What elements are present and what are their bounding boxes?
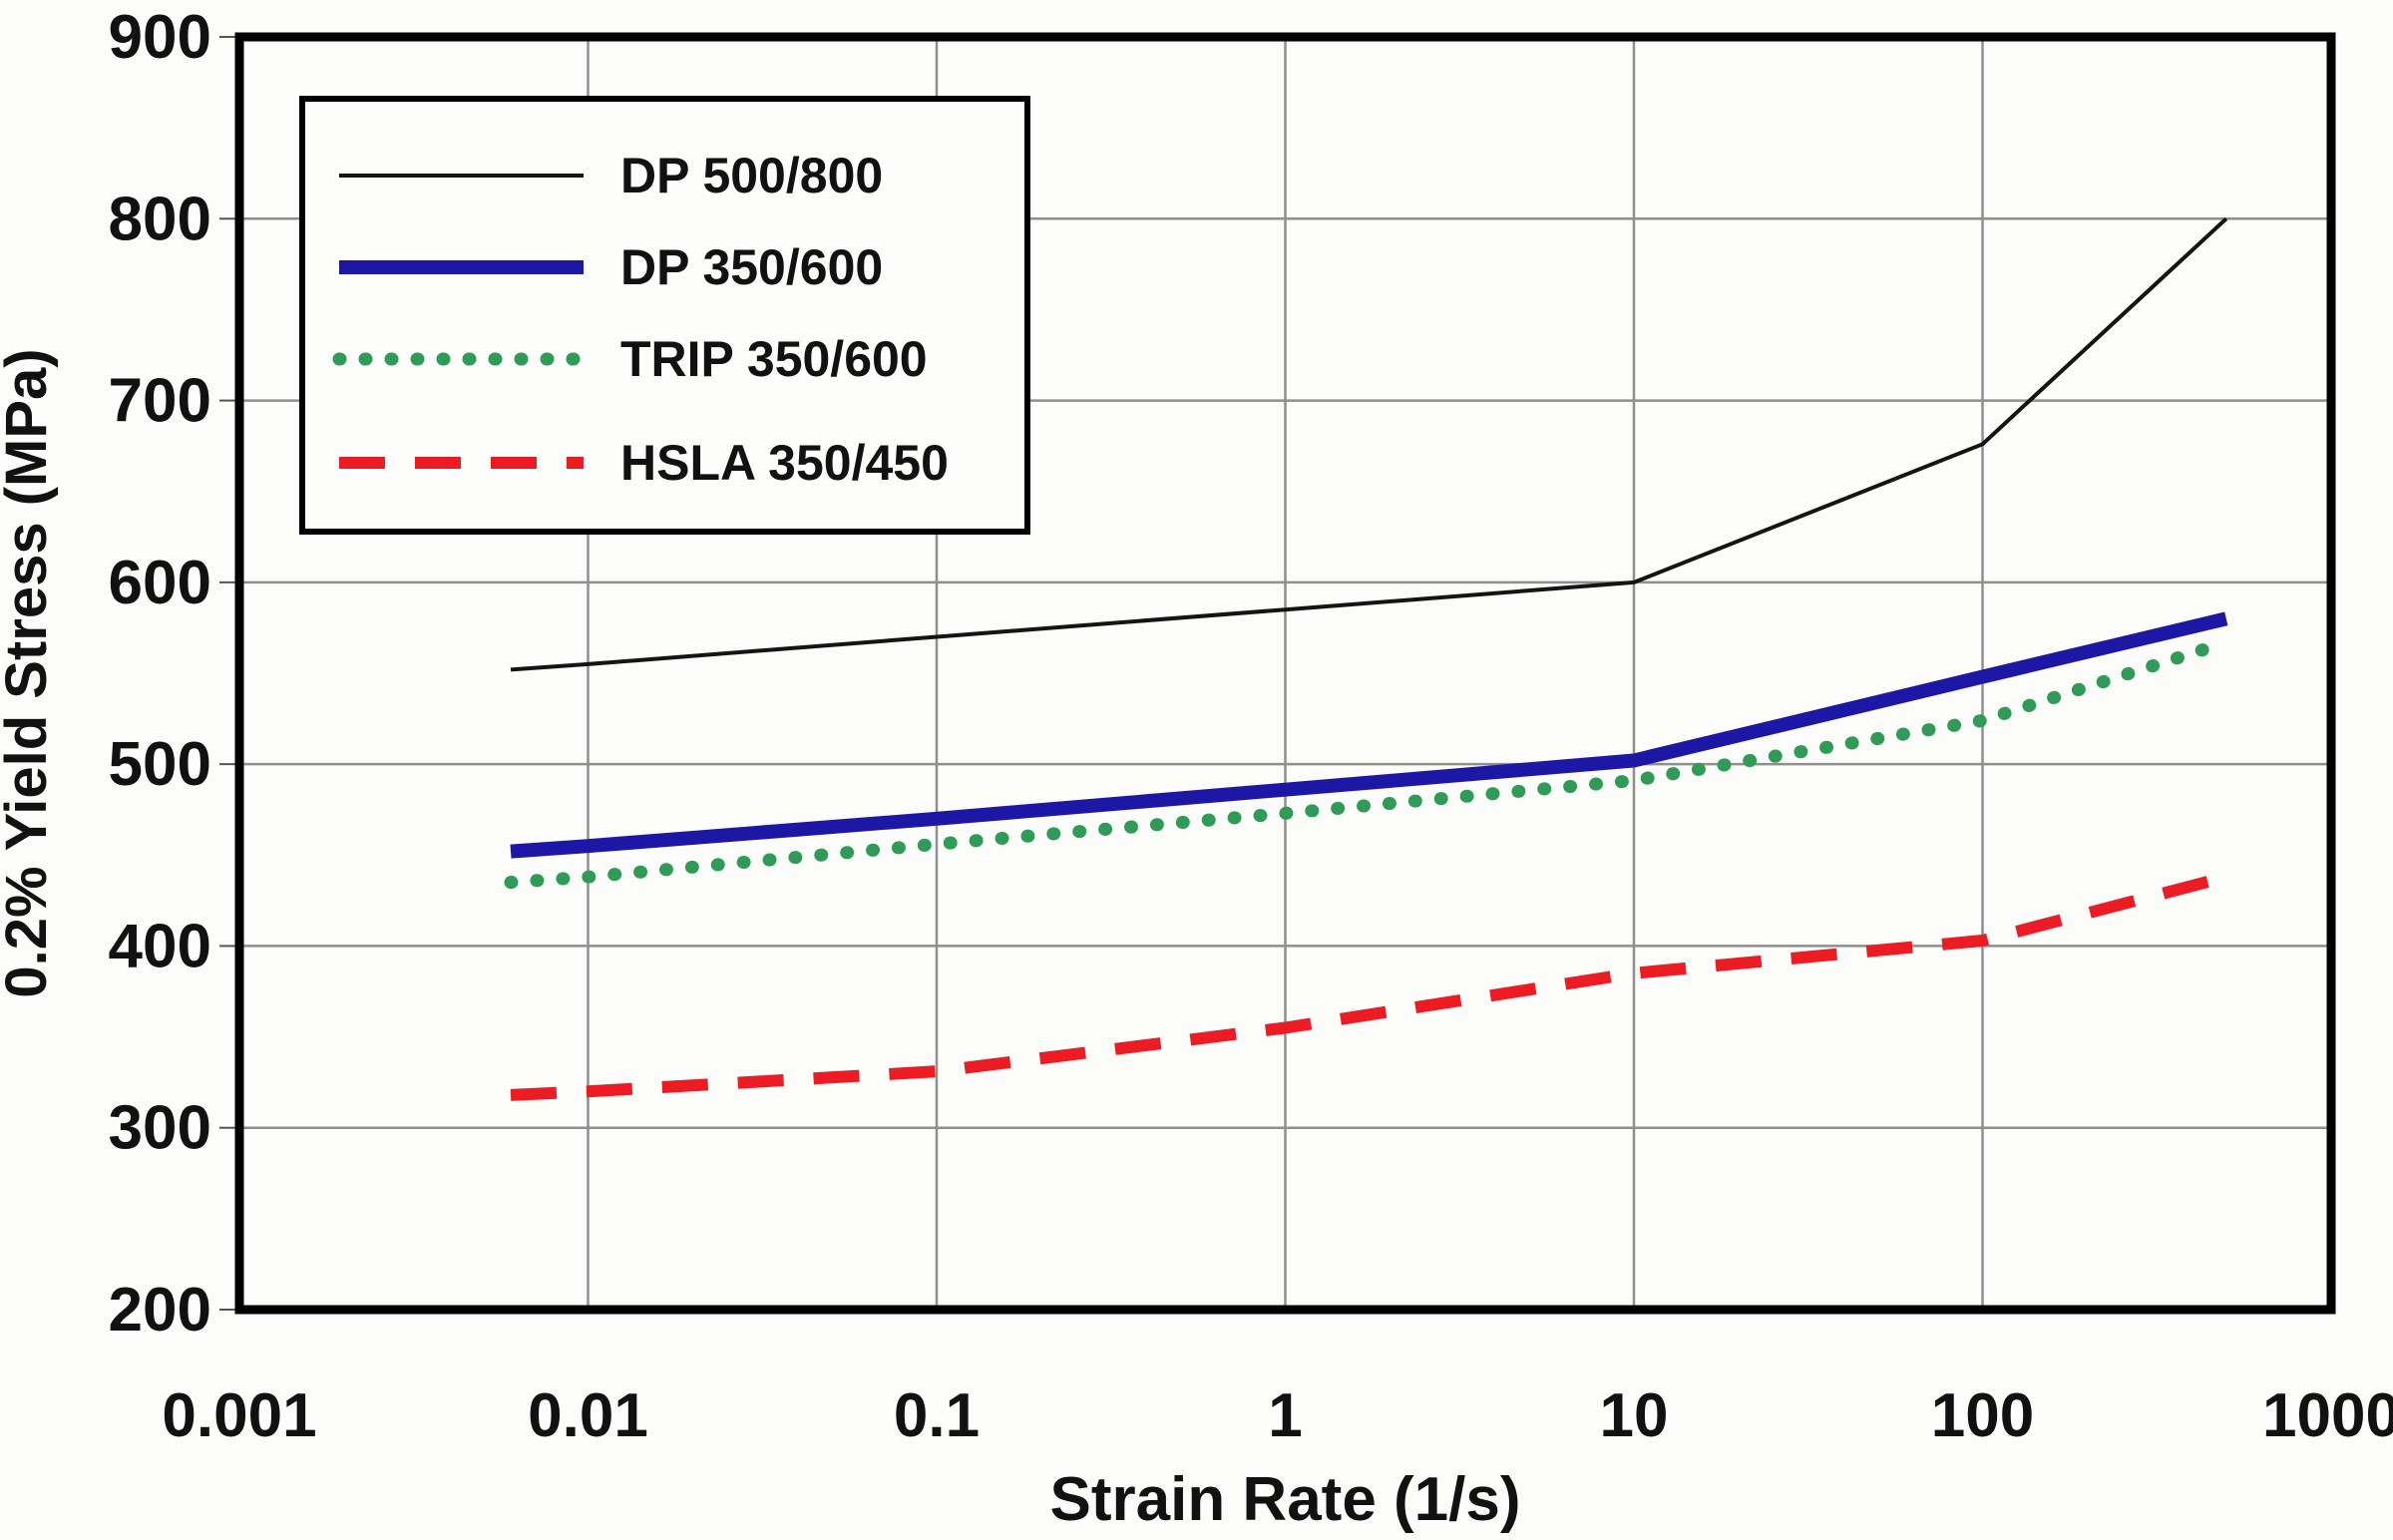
x-axis-title: Strain Rate (1/s) [1049, 1465, 1520, 1534]
series-line-dp-350-600 [510, 611, 2228, 859]
y-tick-label: 400 [109, 912, 211, 980]
x-tick-label: 0.1 [894, 1381, 980, 1450]
x-tick-label: 0.001 [162, 1381, 316, 1450]
x-tick-label: 100 [1931, 1381, 2034, 1450]
y-tick-label: 900 [109, 3, 211, 72]
x-tick-label: 1 [1268, 1381, 1302, 1450]
x-tick-label: 0.01 [528, 1381, 648, 1450]
x-tick-label: 1000 [2262, 1381, 2393, 1450]
x-tick-label: 10 [1600, 1381, 1669, 1450]
y-tick-label: 300 [109, 1094, 211, 1163]
y-tick-label: 500 [109, 730, 211, 799]
series-line-trip-350-600 [504, 635, 2233, 890]
legend-label: TRIP 350/600 [620, 331, 928, 387]
y-tick-label: 700 [109, 367, 211, 436]
y-axis-title: 0.2% Yield Stress (MPa) [0, 348, 59, 997]
plot-frame [234, 32, 2336, 1315]
legend-label: HSLA 350/450 [620, 435, 949, 491]
legend-label: DP 350/600 [620, 239, 883, 295]
series-line-dp-500-800 [510, 216, 2228, 672]
y-tick-label: 200 [109, 1276, 211, 1345]
series-line-hsla-350-450 [510, 871, 2228, 1101]
legend-label: DP 500/800 [620, 148, 883, 203]
y-tick-label: 800 [109, 185, 211, 253]
y-tick-label: 600 [109, 549, 211, 617]
